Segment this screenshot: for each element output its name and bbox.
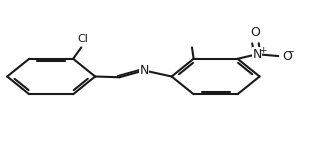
Text: O: O [282, 50, 292, 63]
Text: −: − [286, 47, 295, 57]
Text: N: N [139, 64, 149, 77]
Text: Cl: Cl [77, 34, 88, 44]
Text: N: N [252, 48, 262, 61]
Text: +: + [259, 46, 267, 55]
Text: O: O [250, 26, 260, 39]
